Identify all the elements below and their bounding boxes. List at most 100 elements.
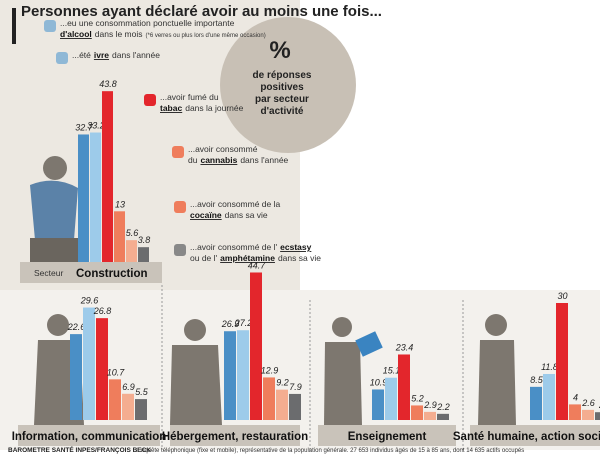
badge-line: d'activité (261, 106, 304, 117)
legend-text: d'alcool dans le mois (*6 verres ou plus l… (60, 29, 266, 39)
value-label: 8.5 (530, 375, 544, 385)
legend-text: ...avoir consommé (188, 144, 258, 154)
bar (114, 211, 125, 262)
figure-body (324, 342, 362, 425)
value-label: 30 (557, 291, 567, 301)
figure-body (30, 180, 78, 240)
bar (263, 377, 275, 420)
legend-segment: ...avoir consommé (188, 144, 258, 154)
value-label: 10.7 (107, 367, 126, 377)
value-label: 5.6 (126, 228, 139, 238)
bar (138, 247, 149, 262)
badge-line: de réponses (253, 70, 312, 81)
value-label: 5.2 (411, 393, 424, 403)
value-label: 13 (115, 199, 125, 209)
axis-label: Secteur (34, 268, 63, 278)
legend-text: tabac dans la journée (160, 103, 244, 113)
value-label: 44.7 (248, 260, 267, 270)
title-marker (12, 8, 16, 44)
bar (96, 318, 108, 420)
figure-head (184, 319, 206, 341)
legend-text: du cannabis dans l'année (188, 155, 289, 165)
bar (289, 393, 301, 420)
bar (595, 412, 600, 420)
legend: ...eu une consommation ponctuelle import… (44, 18, 321, 263)
bar (78, 134, 89, 262)
value-label: 23.4 (395, 342, 414, 352)
bar (530, 386, 542, 420)
value-label: 26.8 (93, 306, 112, 316)
value-label: 2.2 (436, 402, 450, 412)
legend-segment: ...eu une consommation ponctuelle import… (60, 18, 235, 28)
value-label: 6.9 (122, 382, 135, 392)
legend-segment: amphétamine (220, 253, 275, 263)
title: Personnes ayant déclaré avoir au moins u… (21, 3, 382, 20)
bar (582, 409, 594, 420)
bar (135, 399, 147, 420)
legend-segment: ecstasy (280, 242, 311, 252)
legend-icon (172, 146, 184, 158)
value-label: 43.8 (99, 79, 117, 89)
bar (83, 307, 95, 420)
figure-head (43, 156, 67, 180)
figure-head (47, 314, 69, 336)
value-label: 32.7 (75, 122, 94, 132)
legend-segment: ...été (72, 50, 91, 60)
bar (556, 303, 568, 420)
bar (90, 132, 101, 262)
bar (122, 393, 134, 420)
legend-segment: dans sa vie (225, 210, 268, 220)
legend-text: ...été ivre dans l'année (72, 50, 160, 60)
value-label: 29.6 (80, 296, 99, 306)
bar (398, 354, 410, 420)
value-label: 26.9 (221, 319, 240, 329)
value-label: 7.9 (289, 382, 302, 392)
legend-segment: d'alcool (60, 29, 92, 39)
bar (109, 379, 121, 420)
value-label: 10.9 (370, 377, 388, 387)
legend-segment: dans le mois (95, 29, 143, 39)
legend-segment: dans l'année (112, 50, 160, 60)
footer-source: BAROMETRE SANTÉ INPES/FRANÇOIS BECK (8, 445, 151, 454)
figure-body (170, 345, 222, 425)
legend-icon (144, 94, 156, 106)
legend-text: ...avoir consommé de l' ecstasy (190, 242, 312, 252)
panel-label-box (318, 425, 456, 446)
bar (411, 405, 423, 420)
value-label: 2.6 (581, 398, 595, 408)
value-label: 2 (598, 400, 600, 410)
bar (237, 330, 249, 420)
legend-text: ou de l' amphétamine dans sa vie (190, 253, 321, 263)
legend-icon (174, 244, 186, 256)
bar (437, 413, 449, 420)
value-label: 2.9 (423, 400, 437, 410)
panel-label-box (18, 425, 160, 446)
legend-segment: dans l'année (240, 155, 288, 165)
footer-note: Enquête téléphonique (fixe et mobile), r… (137, 448, 524, 454)
legend-icon (44, 20, 56, 32)
legend-segment: dans la journée (185, 103, 243, 113)
panel-label-box (170, 425, 300, 446)
bar (126, 240, 137, 262)
bar (224, 331, 236, 420)
bar (543, 373, 555, 420)
legend-text: ...eu une consommation ponctuelle import… (60, 18, 235, 28)
legend-segment: du (188, 155, 198, 165)
badge-line: positives (260, 82, 304, 93)
bar (102, 91, 113, 263)
figure-body (478, 340, 516, 425)
bar (385, 377, 397, 420)
legend-segment: cocaïne (190, 210, 222, 220)
legend-segment: ou de l' (190, 253, 218, 263)
legend-segment: ...avoir fumé du (160, 92, 219, 102)
value-label: 15.1 (383, 366, 401, 376)
value-label: 9.2 (276, 378, 289, 388)
panel-label: Santé humaine, action sociale (453, 431, 600, 443)
legend-segment: dans sa vie (278, 253, 321, 263)
figure-head (485, 314, 507, 336)
value-label: 27.2 (234, 318, 253, 328)
bar (250, 272, 262, 420)
